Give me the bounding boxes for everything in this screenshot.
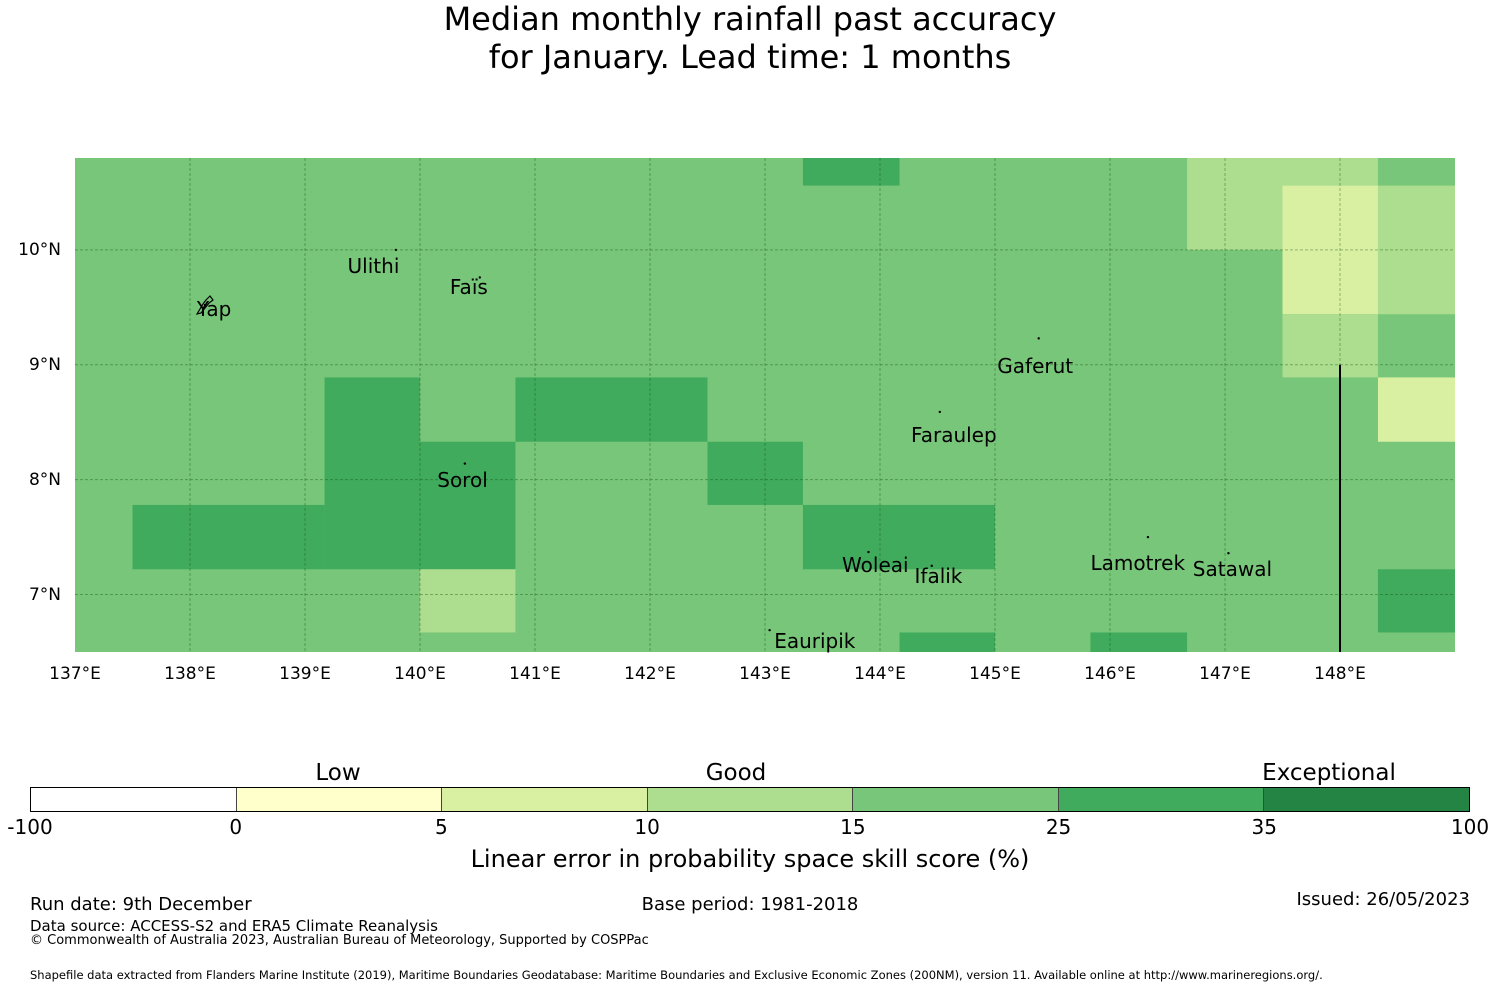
colorbar-tick-label: 100	[1450, 815, 1490, 839]
island-markers	[195, 248, 1230, 632]
title-line-2: for January. Lead time: 1 months	[488, 38, 1012, 76]
lon-tick-label: 143°E	[739, 664, 791, 684]
colorbar-segment-4	[853, 788, 1059, 811]
base-period: Base period: 1981-2018	[641, 894, 859, 915]
skill-cell-7	[324, 377, 420, 505]
skill-cell-17	[1090, 632, 1188, 652]
skill-cell-4	[1377, 185, 1455, 315]
colorbar-tick-label: 25	[1045, 815, 1072, 839]
colorbar-tick-label: 10	[634, 815, 660, 839]
lon-tick-label: 144°E	[854, 664, 906, 684]
colorbar-segment-2	[442, 788, 648, 811]
place-label: Satawal	[1192, 557, 1273, 582]
island-marker	[930, 564, 933, 568]
skill-cell-15	[1377, 569, 1455, 633]
colorbar-tick-label: 35	[1251, 815, 1278, 839]
category-good-label: Good	[705, 760, 767, 786]
colorbar-segment-0	[31, 788, 237, 811]
colorbar-segment-1	[236, 788, 443, 811]
category-low-label: Low	[315, 760, 361, 786]
place-label: Ifalik	[914, 564, 963, 589]
colorbar-segment-5	[1058, 788, 1265, 811]
place-label: Sorol	[437, 467, 488, 492]
skill-cell-9	[420, 441, 516, 570]
colorbar-tick-label: 5	[435, 815, 448, 839]
skill-cell-5	[1282, 314, 1378, 378]
graticule	[75, 158, 1455, 652]
title-line-1: Median monthly rainfall past accuracy	[443, 0, 1057, 38]
skill-cell-11	[132, 504, 325, 570]
island-marker	[768, 628, 771, 632]
island-marker	[938, 410, 941, 414]
place-label: Faïs	[449, 274, 488, 299]
skill-cell-14	[420, 569, 516, 633]
place-label: Ulithi	[347, 254, 400, 279]
skill-cells	[75, 158, 1455, 652]
island-marker	[394, 248, 398, 252]
yap-island-shape	[195, 295, 214, 315]
skill-cell-1	[1187, 158, 1283, 250]
shapefile-credit: Shapefile data extracted from Flanders M…	[30, 968, 1323, 982]
skill-cell-8	[515, 377, 708, 442]
skill-cell-16	[899, 632, 995, 652]
copyright: © Commonwealth of Australia 2023, Austra…	[30, 933, 649, 948]
lon-tick-label: 147°E	[1199, 664, 1251, 684]
category-exceptional-label: Exceptional	[1262, 760, 1396, 786]
island-marker	[1146, 535, 1150, 539]
island-marker	[1037, 337, 1040, 340]
place-label: Gaferut	[997, 354, 1074, 379]
colorbar-segment-3	[647, 788, 854, 811]
lon-tick-label: 140°E	[394, 664, 446, 684]
island-marker	[1227, 552, 1230, 555]
colorbar-tick-label: -100	[7, 815, 53, 839]
island-marker	[478, 276, 481, 279]
lat-tick-label: 8°N	[28, 469, 61, 490]
place-label: Yap	[196, 296, 232, 321]
island-marker	[203, 303, 207, 307]
lat-tick-label: 10°N	[18, 239, 61, 260]
lat-tick-label: 7°N	[28, 584, 61, 605]
colorbar-title: Linear error in probability space skill …	[470, 845, 1030, 873]
lat-tick-label: 9°N	[28, 354, 61, 375]
issued-date: Issued: 26/05/2023	[1296, 889, 1470, 910]
lon-tick-label: 141°E	[509, 664, 561, 684]
skill-cell-10	[707, 441, 803, 505]
skill-cell-2	[1282, 158, 1378, 186]
skill-cell-13	[802, 504, 995, 570]
place-label: Lamotrek	[1090, 550, 1186, 575]
skill-cell-6	[1377, 377, 1455, 442]
lon-tick-label: 142°E	[624, 664, 676, 684]
island-marker	[867, 550, 870, 554]
island-marker	[463, 462, 467, 465]
place-label: Eauripik	[774, 628, 856, 653]
lon-tick-label: 148°E	[1314, 664, 1366, 684]
lon-tick-label: 139°E	[279, 664, 331, 684]
run-date: Run date: 9th December	[30, 894, 252, 915]
lon-tick-label: 137°E	[49, 664, 101, 684]
colorbar	[30, 787, 1470, 812]
lon-tick-label: 146°E	[1084, 664, 1136, 684]
place-label: Woleai	[842, 552, 909, 577]
lon-tick-label: 145°E	[969, 664, 1021, 684]
data-source: Data source: ACCESS-S2 and ERA5 Climate …	[30, 917, 438, 935]
skill-map	[75, 158, 1455, 652]
colorbar-tick-label: 15	[840, 815, 866, 839]
colorbar-segment-6	[1264, 788, 1470, 811]
skill-cell-12	[324, 504, 420, 570]
colorbar-tick-label: 0	[229, 815, 243, 839]
skill-cell-3	[1282, 185, 1378, 315]
skill-cell-0	[802, 158, 900, 186]
chart-title: Median monthly rainfall past accuracy fo…	[0, 0, 1500, 76]
place-label: Faraulep	[911, 423, 997, 448]
lon-tick-label: 138°E	[164, 664, 216, 684]
